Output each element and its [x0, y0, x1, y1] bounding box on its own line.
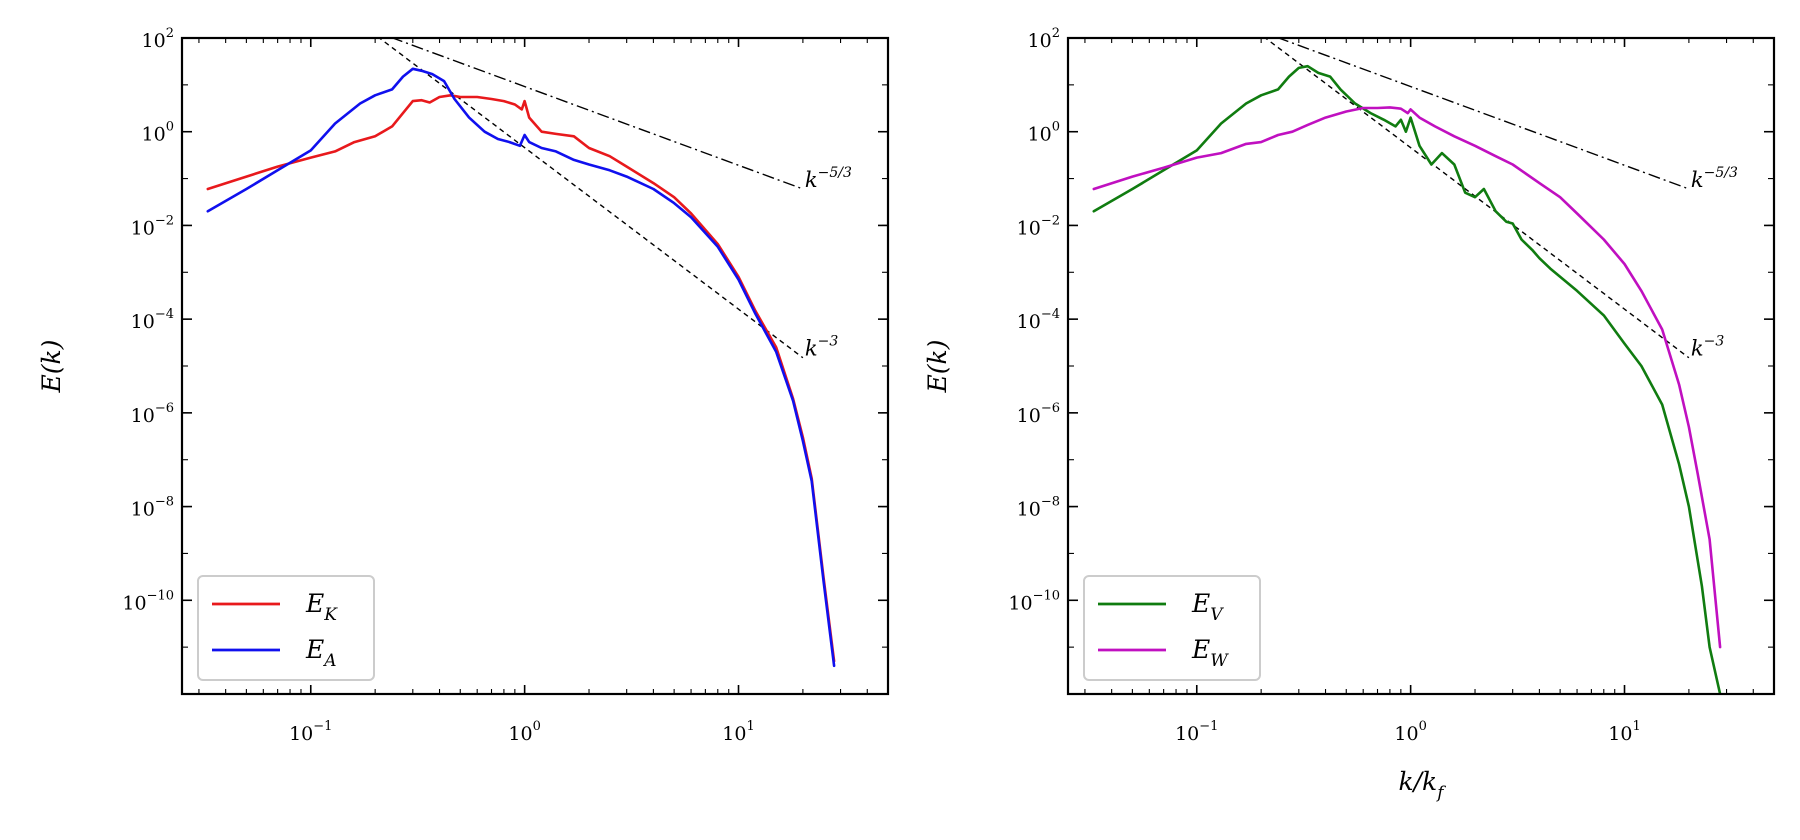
plot-frame [1066, 36, 1776, 696]
reference-label-k-minus-5-3: k−5/3 [805, 165, 852, 192]
y-tick-label: 10−8 [1017, 495, 1060, 521]
reference-line-k-minus-3 [1264, 38, 1690, 359]
x-tick-label: 10−1 [1175, 719, 1218, 745]
x-tick-label: 10−1 [289, 719, 332, 745]
legend-label-e-a: EA [305, 635, 337, 671]
legend-box [197, 575, 375, 681]
y-tick-label: 100 [142, 120, 174, 146]
y-tick-label: 10−10 [1008, 588, 1060, 614]
reference-label-k-minus-5-3: k−5/3 [1691, 165, 1738, 192]
y-tick-label: 10−6 [1017, 401, 1060, 427]
y-tick-label: 102 [142, 26, 174, 52]
x-tick-label: 100 [508, 719, 540, 745]
x-tick-label: 101 [1608, 719, 1640, 745]
legend-label-e-v: EV [1191, 589, 1224, 625]
series-line-e-a [206, 67, 836, 668]
reference-line-k-minus-3 [378, 38, 804, 359]
y-tick-label: 10−10 [122, 588, 174, 614]
y-axis-label: E(k) [37, 340, 66, 394]
y-axis-label: E(k) [923, 340, 952, 394]
y-tick-label: 10−8 [131, 495, 174, 521]
y-tick-label: 10−4 [131, 307, 174, 333]
x-tick-label: 100 [1394, 719, 1426, 745]
reference-label-k-minus-3: k−3 [1691, 334, 1724, 361]
legend-label-e-w: EW [1191, 635, 1229, 671]
y-tick-label: 102 [1028, 26, 1060, 52]
spectrum-panel-right: 10−1 100 101 102 100 10−2 10−4 10−6 10−8 10−10 k−5… [923, 26, 1776, 803]
legend: EK EA [197, 575, 375, 681]
reference-line-k-minus-5-3 [390, 38, 804, 190]
y-tick-label: 10−6 [131, 401, 174, 427]
reference-line-k-minus-5-3 [1276, 38, 1690, 190]
y-tick-label: 10−2 [1017, 213, 1060, 239]
y-tick-label: 10−4 [1017, 307, 1060, 333]
legend-label-e-k: EK [305, 589, 338, 625]
series-line-e-v [1092, 64, 1722, 694]
x-tick-label: 101 [722, 719, 754, 745]
x-axis-label: k/kf [1398, 767, 1446, 803]
y-tick-label: 100 [1028, 120, 1060, 146]
reference-label-k-minus-3: k−3 [805, 334, 838, 361]
series-line-e-w [1092, 106, 1722, 649]
legend: EV EW [1083, 575, 1261, 681]
legend-box [1083, 575, 1261, 681]
spectrum-panel-left: 10−1 100 101 102 100 10−2 10−4 10−6 10−8 10−10 k−5… [37, 26, 890, 745]
y-tick-label: 10−2 [131, 213, 174, 239]
plot-frame [180, 36, 890, 696]
